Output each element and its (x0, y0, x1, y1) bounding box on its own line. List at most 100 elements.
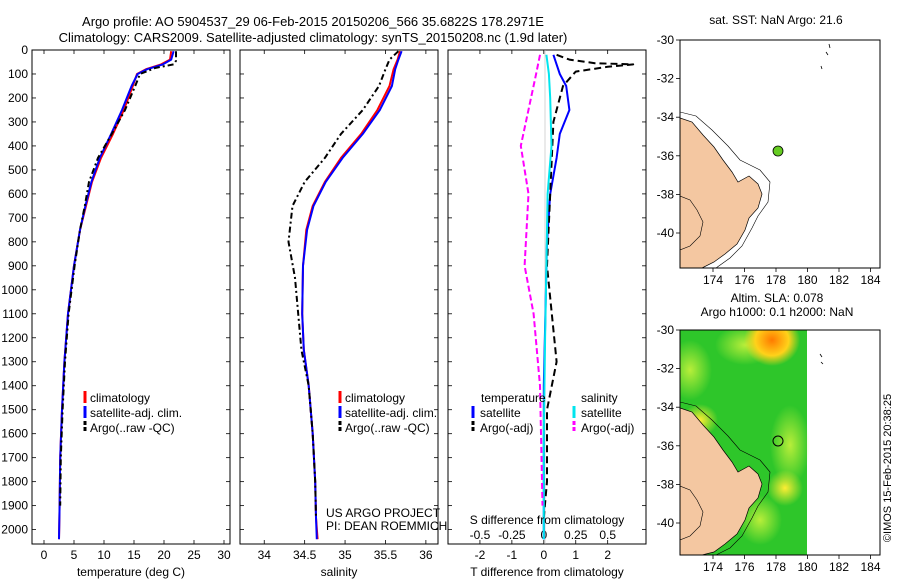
difference-xlabel: T difference from climatology (470, 565, 624, 579)
temperature-series (58, 50, 177, 540)
legend-group-salinity: salinity (581, 391, 618, 405)
lon-tick-label: 178 (766, 273, 786, 287)
series-climatology (301, 50, 401, 540)
lat-tick-label: -34 (657, 400, 675, 414)
legend-label: Argo(-adj) (480, 421, 533, 435)
x-tick-label: -1 (507, 548, 518, 562)
legend-label: climatology (345, 391, 405, 405)
s-tick-label: 0.25 (564, 528, 588, 542)
kermadec-islands (820, 43, 831, 70)
x-tick-label: 0 (540, 548, 547, 562)
imos-timestamp: ©IMOS 15-Feb-2015 20:38:25 (882, 394, 894, 542)
argo-float-marker (772, 435, 784, 447)
temperature-plot-frame (31, 49, 231, 545)
sla-map-title-1: Altim. SLA: 0.078 (731, 291, 824, 305)
salinity-x-axis: 34 34.5 35 35.5 36 (258, 50, 433, 562)
x-tick-label: 10 (97, 548, 111, 562)
legend-group-temperature: temperature (481, 391, 546, 405)
depth-tick-label: 100 (8, 67, 28, 81)
depth-tick-label: 300 (8, 115, 28, 129)
sla-map-frame (679, 329, 881, 556)
legend-label: climatology (90, 391, 150, 405)
legend-label: satellite (480, 406, 521, 420)
x-tick-label: -2 (475, 548, 486, 562)
lon-tick-label: 174 (703, 273, 723, 287)
x-tick-label: 30 (217, 548, 231, 562)
depth-tick-label: 1500 (1, 403, 28, 417)
legend-label: Argo(..raw -QC) (90, 421, 175, 435)
sla-map-ticks: -30 -32 -34 -36 -38 -40 174 176 178 180 182 184 (657, 323, 881, 574)
north-island-land (680, 407, 763, 555)
s-tick-label: -0.5 (470, 528, 491, 542)
legend-label: Argo(..raw -QC) (345, 421, 430, 435)
series-s-argo-adj- (519, 54, 544, 506)
x-tick-label: 35.5 (374, 548, 398, 562)
sst-map-title: sat. SST: NaN Argo: 21.6 (709, 13, 843, 27)
temperature-x-axis: 0 5 10 15 20 25 30 (41, 50, 231, 562)
depth-tick-label: 2000 (1, 523, 28, 537)
depth-axis: 0 100 200 300 400 500 600 700 800 900 1000 1100 1200… (1, 43, 646, 537)
salinity-xlabel: salinity (321, 565, 358, 579)
x-tick-label: 15 (127, 548, 141, 562)
lat-tick-label: -36 (657, 149, 675, 163)
x-tick-label: 1 (572, 548, 579, 562)
pi-note: PI: DEAN ROEMMICH (326, 519, 447, 533)
lon-tick-label: 180 (797, 560, 817, 574)
s-tick-label: 0.5 (599, 528, 616, 542)
kermadec-islands (819, 353, 824, 365)
x-tick-label: 20 (157, 548, 171, 562)
lat-tick-label: -38 (657, 477, 675, 491)
depth-tick-label: 400 (8, 139, 28, 153)
sst-map (680, 40, 880, 268)
x-tick-label: 36 (419, 548, 433, 562)
difference-legend: temperature salinity satellite Argo(-adj… (471, 391, 634, 435)
series-argo-raw-qc- (59, 51, 177, 506)
lon-tick-label: 182 (829, 560, 849, 574)
depth-tick-label: 1800 (1, 475, 28, 489)
north-island-land (680, 117, 763, 268)
lon-tick-label: 180 (797, 273, 817, 287)
x-tick-label: 34.5 (293, 548, 317, 562)
depth-tick-label: 1700 (1, 451, 28, 465)
depth-tick-label: 900 (8, 259, 28, 273)
x-tick-label: 25 (187, 548, 201, 562)
lon-tick-label: 174 (703, 560, 723, 574)
salinity-legend: climatology satellite-adj. clim. Argo(..… (338, 391, 437, 435)
sla-map-title-2: Argo h1000: 0.1 h2000: NaN (701, 305, 854, 319)
x-tick-label: 35 (338, 548, 352, 562)
depth-tick-label: 1100 (2, 307, 28, 321)
west-contour (680, 195, 704, 251)
depth-tick-label: 700 (8, 211, 28, 225)
lat-tick-label: -30 (657, 33, 675, 47)
argo-float-marker (772, 145, 784, 157)
depth-tick-label: 1600 (1, 427, 28, 441)
west-contour (680, 485, 704, 541)
depth-tick-label: 1000 (1, 283, 28, 297)
depth-tick-label: 1200 (1, 331, 28, 345)
salinity-series (287, 50, 403, 540)
x-tick-label: 34 (258, 548, 272, 562)
s-difference-label: S difference from climatology (470, 513, 625, 527)
difference-series (519, 53, 635, 540)
x-tick-label: 2 (604, 548, 611, 562)
legend-label: satellite-adj. clim. (90, 406, 182, 420)
sst-map-frame (679, 39, 881, 269)
shelf-contour (680, 401, 771, 555)
series-satellite-adj-clim- (301, 50, 403, 540)
lon-tick-label: 178 (766, 560, 786, 574)
temperature-xlabel: temperature (deg C) (77, 565, 185, 579)
lat-tick-label: -38 (657, 187, 675, 201)
lat-tick-label: -30 (657, 323, 675, 337)
lat-tick-label: -36 (657, 439, 675, 453)
sla-map (680, 330, 880, 555)
x-tick-label: 5 (71, 548, 78, 562)
header-title: Argo profile: AO 5904537_29 06-Feb-2015 … (82, 14, 544, 29)
s-tick-label: -0.25 (498, 528, 526, 542)
project-note: US ARGO PROJECT (326, 506, 441, 520)
depth-tick-label: 600 (8, 187, 28, 201)
series-t-satellite (542, 54, 571, 540)
lon-tick-label: 182 (829, 273, 849, 287)
depth-tick-label: 0 (21, 43, 28, 57)
lon-tick-label: 176 (734, 273, 754, 287)
